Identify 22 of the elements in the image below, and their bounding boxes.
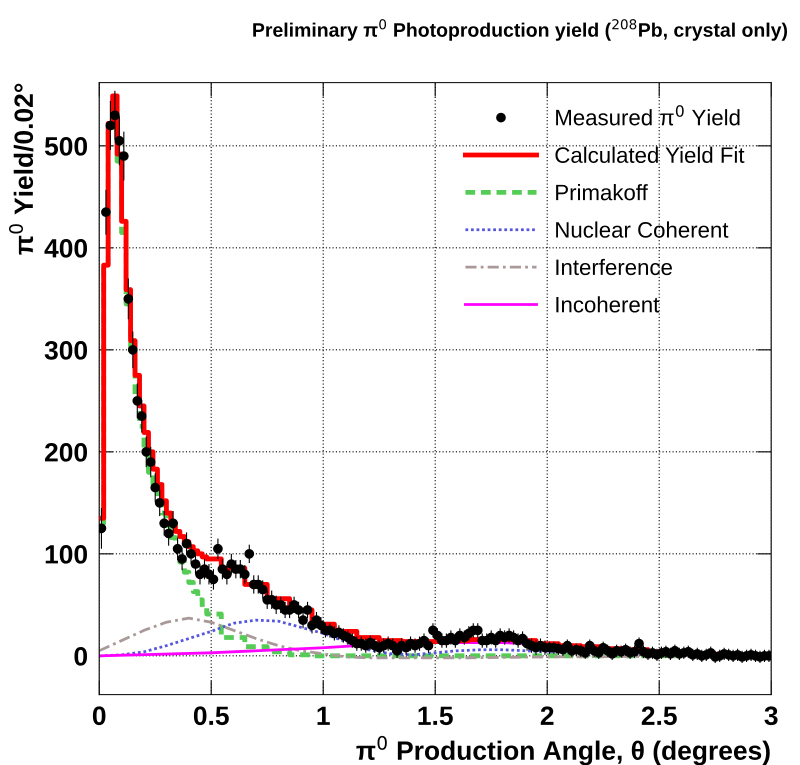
x-tick-label: 0.5 [194, 706, 229, 726]
x-tick-label: 1 [318, 706, 330, 725]
legend-label: Nuclear Coherent [556, 221, 728, 238]
x-tick-label: 2 [540, 706, 554, 725]
chart-title: Preliminary π$^{0}$ Photoproduction yield ($^{208}$Pb, crystal only) [253, 19, 788, 41]
x-axis-title: π$^{0}$ Production Angle, θ (degrees) [356, 736, 770, 765]
legend-label: Measured π$^{0}$ Yield [556, 105, 740, 126]
y-tick-label: 200 [44, 442, 88, 462]
y-tick-label: 500 [44, 136, 88, 156]
x-tick-label: 2.5 [642, 706, 677, 726]
y-tick-label: 400 [44, 238, 88, 258]
x-tick-label: 0 [92, 706, 106, 726]
y-tick-label: 300 [44, 340, 88, 360]
legend-label: Interference [556, 258, 672, 276]
y-tick-label: 0 [74, 646, 88, 666]
legend-label: Calculated Yield Fit [555, 146, 744, 163]
x-tick-label: 1.5 [418, 706, 453, 726]
legend-label: Primakoff [556, 184, 648, 200]
y-axis-title: π$^{0}$ Yield/0.02° [9, 84, 34, 255]
y-tick-label: 100 [46, 544, 88, 564]
x-tick-label: 3 [764, 706, 778, 726]
legend-label: Incoherent [556, 296, 660, 313]
